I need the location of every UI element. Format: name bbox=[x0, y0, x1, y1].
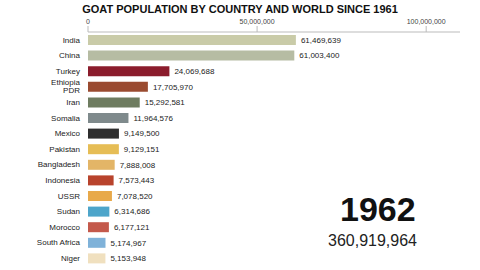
html-text:360,919,964: 360,919,964 bbox=[328, 232, 417, 249]
svg-text:7,888,008: 7,888,008 bbox=[120, 161, 156, 170]
svg-text:100,000,000: 100,000,000 bbox=[407, 18, 446, 25]
svg-text:9,129,151: 9,129,151 bbox=[124, 145, 160, 154]
svg-text:61,469,639: 61,469,639 bbox=[301, 36, 342, 45]
svg-text:9,149,500: 9,149,500 bbox=[124, 129, 160, 138]
html-text:1962: 1962 bbox=[340, 190, 416, 228]
svg-text:61,003,400: 61,003,400 bbox=[299, 51, 340, 60]
svg-text:6,314,686: 6,314,686 bbox=[114, 207, 150, 216]
svg-text:6,177,121: 6,177,121 bbox=[114, 223, 150, 232]
svg-text:5,153,948: 5,153,948 bbox=[110, 254, 146, 263]
svg-text:Niger: Niger bbox=[61, 254, 80, 263]
svg-text:Sudan: Sudan bbox=[57, 207, 80, 216]
svg-text:Turkey: Turkey bbox=[56, 67, 80, 76]
svg-text:11,964,576: 11,964,576 bbox=[133, 114, 173, 123]
svg-text:Pakistan: Pakistan bbox=[49, 145, 80, 154]
svg-text:China: China bbox=[59, 51, 80, 60]
svg-text:50,000,000: 50,000,000 bbox=[240, 18, 275, 25]
svg-text:7,078,520: 7,078,520 bbox=[117, 192, 153, 201]
svg-text:17,705,970: 17,705,970 bbox=[153, 83, 194, 92]
svg-text:5,174,967: 5,174,967 bbox=[111, 239, 147, 248]
svg-text:EthiopiaPDR: EthiopiaPDR bbox=[51, 78, 80, 95]
svg-text:Mexico: Mexico bbox=[55, 129, 81, 138]
svg-text:India: India bbox=[63, 36, 81, 45]
svg-text:USSR: USSR bbox=[58, 192, 80, 201]
svg-text:Indonesia: Indonesia bbox=[45, 176, 80, 185]
svg-text:Bangladesh: Bangladesh bbox=[38, 160, 80, 169]
svg-text:South Africa: South Africa bbox=[37, 238, 81, 247]
html-text:GOAT POPULATION BY COUNTRY AND: GOAT POPULATION BY COUNTRY AND WORLD SIN… bbox=[82, 3, 398, 15]
svg-text:Iran: Iran bbox=[66, 98, 80, 107]
svg-text:15,292,581: 15,292,581 bbox=[145, 98, 186, 107]
svg-text:0: 0 bbox=[86, 18, 90, 25]
svg-text:7,573,443: 7,573,443 bbox=[119, 176, 155, 185]
svg-text:24,069,688: 24,069,688 bbox=[174, 67, 215, 76]
svg-text:Somalia: Somalia bbox=[51, 114, 80, 123]
svg-text:Morocco: Morocco bbox=[49, 223, 80, 232]
